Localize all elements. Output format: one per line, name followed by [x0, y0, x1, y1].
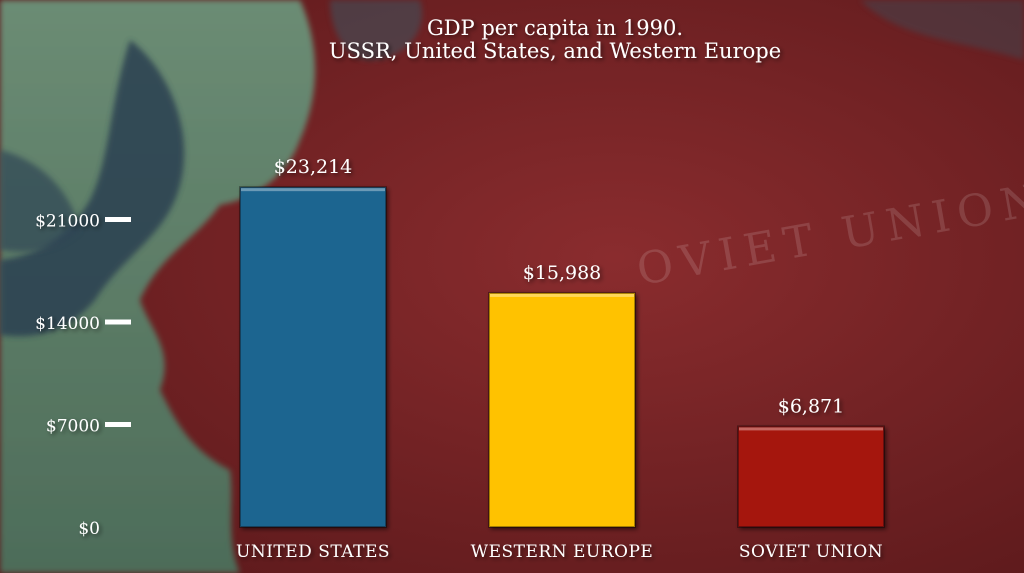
bar-western-europe [488, 291, 636, 528]
chart-title-line1: GDP per capita in 1990. [427, 16, 683, 40]
bar-highlight [739, 427, 883, 431]
bar-highlight [241, 188, 385, 192]
bar-united-states [239, 186, 387, 528]
bar-soviet-union [737, 425, 885, 529]
axis-layer: $0 $7000 $14000 $21000 [35, 1, 1015, 539]
category-label: WESTERN EUROPE [471, 542, 654, 562]
y-tick-label: $21000 [35, 212, 100, 232]
category-label: UNITED STATES [236, 542, 390, 562]
map-west-region [0, 0, 316, 573]
bar-highlight [490, 293, 634, 297]
y-tick-label: $7000 [46, 417, 100, 437]
bar-value-label: $6,871 [778, 395, 844, 417]
map-sea-baltic [0, 40, 185, 337]
y-tick-label: $0 [78, 519, 100, 539]
map-sea-white [330, 0, 423, 60]
y-tick-label: $14000 [35, 314, 100, 334]
bar-value-label: $15,988 [523, 262, 602, 284]
chart-title-line2: USSR, United States, and Western Europe [329, 39, 781, 63]
bar-value-label: $23,214 [274, 156, 353, 178]
bars-layer: $23,214 UNITED STATES $15,988 WESTERN EUROP… [236, 156, 885, 562]
map-sea-arctic [860, 0, 1024, 60]
map-sea-north [0, 150, 80, 252]
category-label: SOVIET UNION [739, 542, 883, 562]
